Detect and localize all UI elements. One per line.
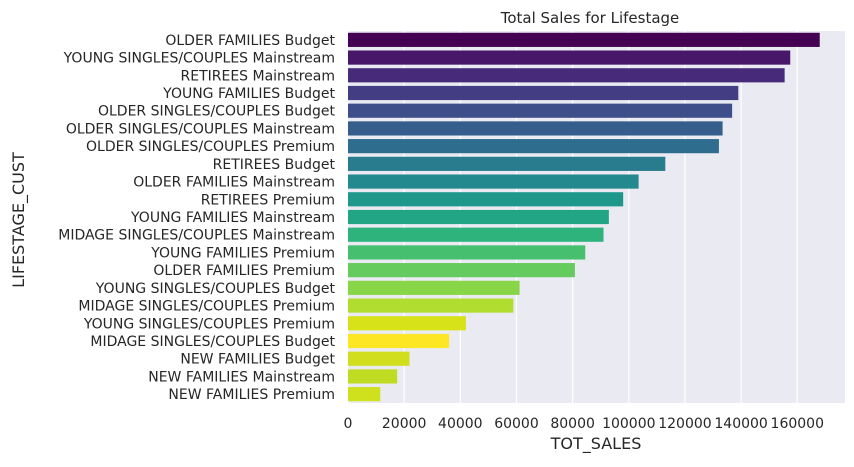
x-tick-label: 140000 — [714, 416, 767, 432]
y-tick-label: MIDAGE SINGLES/COUPLES Premium — [78, 299, 335, 315]
y-tick-label: OLDER SINGLES/COUPLES Budget — [98, 104, 336, 120]
bar — [348, 32, 820, 47]
y-tick-label: YOUNG FAMILIES Mainstream — [130, 210, 335, 226]
bar — [348, 156, 666, 171]
y-tick-label: YOUNG SINGLES/COUPLES Mainstream — [63, 51, 335, 67]
y-tick-label: OLDER SINGLES/COUPLES Mainstream — [66, 121, 335, 137]
x-tick-label: 40000 — [438, 416, 483, 432]
bar — [348, 103, 733, 118]
chart-title: Total Sales for Lifestage — [500, 9, 680, 27]
bar — [348, 50, 791, 65]
y-tick-label: MIDAGE SINGLES/COUPLES Budget — [90, 334, 335, 350]
x-tick-label: 80000 — [550, 416, 595, 432]
y-tick-label: OLDER FAMILIES Mainstream — [133, 175, 335, 191]
bars — [348, 32, 820, 402]
y-tick-label: NEW FAMILIES Premium — [168, 387, 335, 403]
y-tick-label: NEW FAMILIES Mainstream — [148, 369, 335, 385]
bar — [348, 174, 639, 189]
y-tick-label: RETIREES Mainstream — [181, 68, 336, 84]
bar — [348, 369, 398, 384]
y-tick-labels: OLDER FAMILIES Budget YOUNG SINGLES/COUPL… — [58, 33, 335, 403]
x-axis-label: TOT_SALES — [550, 434, 642, 454]
bar — [348, 121, 723, 136]
y-tick-label: MIDAGE SINGLES/COUPLES Mainstream — [58, 228, 335, 244]
y-tick-label: OLDER FAMILIES Premium — [153, 263, 335, 279]
x-tick-label: 60000 — [494, 416, 539, 432]
y-tick-label: RETIREES Budget — [213, 157, 336, 173]
bar — [348, 209, 609, 225]
y-tick-label: YOUNG SINGLES/COUPLES Premium — [83, 316, 335, 332]
y-axis-label: LIFESTAGE_CUST — [9, 152, 29, 288]
y-tick-label: OLDER FAMILIES Budget — [165, 33, 335, 49]
bar — [348, 85, 739, 101]
bar — [348, 227, 604, 242]
x-tick-label: 20000 — [382, 416, 427, 432]
bar — [348, 280, 520, 295]
x-tick-label: 100000 — [602, 416, 655, 432]
bar — [348, 387, 381, 402]
x-tick-label: 160000 — [771, 416, 824, 432]
y-tick-label: YOUNG SINGLES/COUPLES Budget — [95, 281, 336, 297]
bar — [348, 298, 514, 313]
bar — [348, 245, 586, 260]
y-tick-label: YOUNG FAMILIES Budget — [162, 86, 335, 102]
y-tick-label: RETIREES Premium — [201, 192, 335, 208]
bar — [348, 192, 624, 207]
y-tick-label: OLDER SINGLES/COUPLES Premium — [86, 139, 335, 155]
bar — [348, 139, 719, 154]
bar — [348, 263, 575, 278]
y-tick-label: YOUNG FAMILIES Premium — [150, 245, 335, 261]
bar — [348, 68, 785, 83]
x-tick-label: 0 — [344, 416, 353, 432]
bar — [348, 351, 410, 366]
y-tick-label: NEW FAMILIES Budget — [180, 352, 335, 368]
bar — [348, 333, 450, 349]
x-tick-labels: 0 20000 40000 60000 80000 100000 120000 140000 1… — [344, 416, 824, 432]
bar — [348, 316, 466, 331]
x-tick-label: 120000 — [658, 416, 711, 432]
